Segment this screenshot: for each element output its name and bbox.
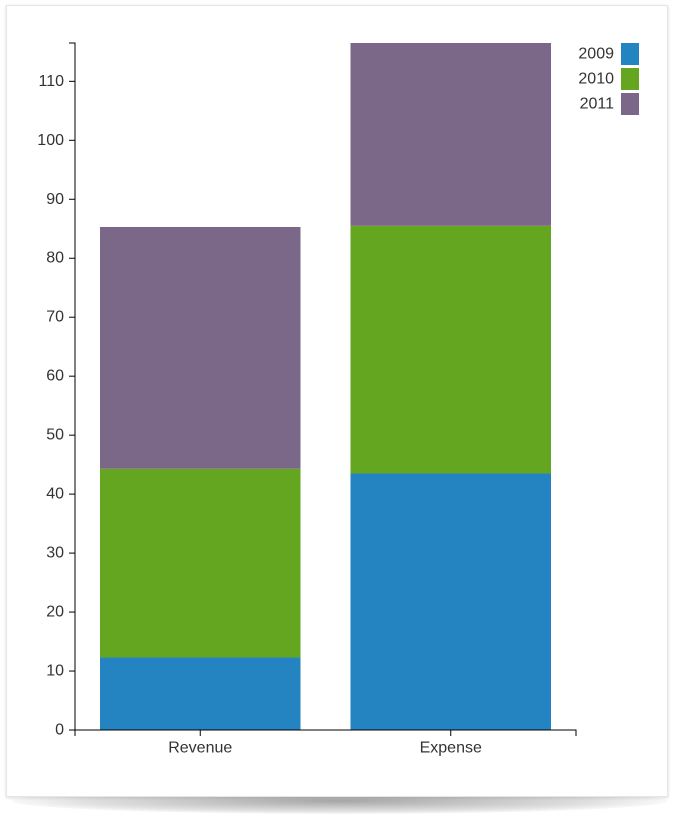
legend-swatch-2011 — [621, 93, 639, 115]
bar-expense-2011 — [350, 43, 551, 226]
y-tick-label: 30 — [46, 545, 64, 562]
y-tick-label: 100 — [37, 132, 64, 149]
x-tick-label-expense: Expense — [420, 740, 482, 757]
legend-label-2011: 2011 — [580, 96, 615, 113]
legend-swatch-2009 — [621, 43, 639, 65]
x-tick-label-revenue: Revenue — [168, 740, 232, 757]
legend: 2009 2010 2011 — [578, 43, 639, 115]
y-tick-label: 0 — [55, 722, 64, 739]
y-tick-label: 50 — [46, 427, 64, 444]
y-tick-label: 20 — [46, 604, 64, 621]
y-tick-label: 80 — [46, 250, 64, 267]
y-tick-label: 60 — [46, 368, 64, 385]
x-axis-line — [74, 729, 577, 736]
bar-revenue-2011 — [100, 226, 301, 469]
bar-expense-2009 — [350, 473, 551, 730]
y-tick-label: 40 — [46, 486, 64, 503]
bar-revenue-2010 — [100, 468, 301, 658]
bar-revenue-2009 — [100, 657, 301, 730]
legend-label-2009: 2009 — [578, 46, 614, 63]
x-axis: Revenue Expense — [74, 729, 577, 757]
y-tick-label: 90 — [46, 191, 64, 208]
bar-expense-2010 — [350, 225, 551, 474]
bar-group — [100, 43, 551, 730]
legend-label-2010: 2010 — [578, 71, 614, 88]
y-tick-label: 70 — [46, 309, 64, 326]
y-tick-label: 10 — [46, 663, 64, 680]
y-axis-line — [69, 42, 76, 731]
y-axis: 0 10 20 30 40 50 60 70 80 90 100 110 — [37, 42, 76, 739]
legend-swatch-2010 — [621, 68, 639, 90]
y-tick-label: 110 — [38, 73, 64, 90]
